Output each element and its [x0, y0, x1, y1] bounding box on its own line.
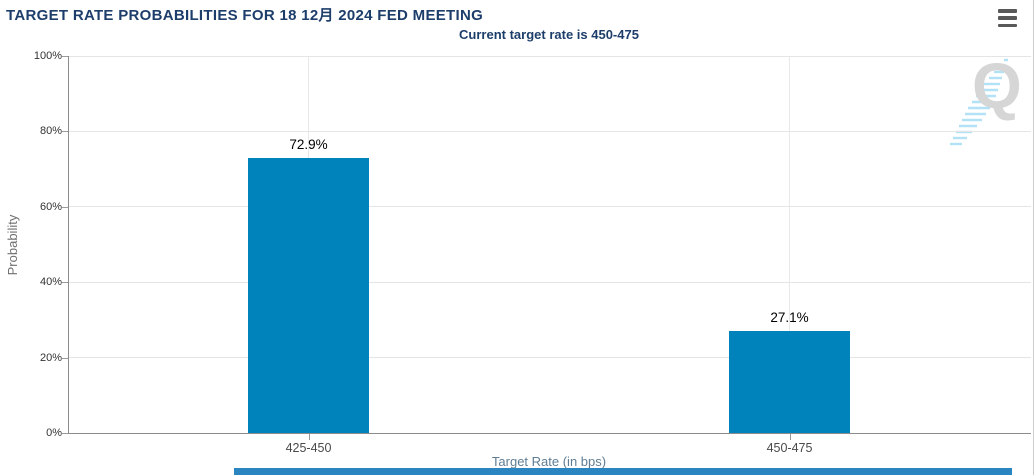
- category-guide-line: [789, 56, 790, 433]
- y-tick-mark: [62, 433, 68, 434]
- x-axis-title: Target Rate (in bps): [491, 454, 607, 469]
- y-axis-line: [68, 56, 69, 434]
- y-tick-label: 40%: [39, 276, 62, 289]
- category-label-450-475: 450-475: [766, 441, 813, 455]
- y-tick-mark: [62, 56, 68, 57]
- y-tick-mark: [62, 282, 68, 284]
- y-tick-label: 0%: [46, 427, 62, 439]
- horizontal-scrollbar[interactable]: [234, 468, 1012, 475]
- gridline-60: [69, 206, 1031, 208]
- bar-value-label: 27.1%: [770, 309, 809, 325]
- category-label-425-450: 425-450: [285, 441, 332, 455]
- x-axis-line: [68, 433, 1031, 434]
- x-tick-mark: [789, 434, 791, 440]
- y-tick-mark: [62, 206, 68, 208]
- gridline-40: [69, 281, 1031, 283]
- y-tick-mark: [62, 357, 68, 359]
- y-tick-label: 60%: [39, 200, 62, 213]
- chart-title: TARGET RATE PROBABILITIES FOR 18 12月 202…: [6, 7, 484, 24]
- hamburger-bar: [998, 16, 1017, 20]
- bar-value-label: 72.9%: [289, 137, 328, 153]
- hamburger-menu-icon[interactable]: [998, 9, 1020, 27]
- gridline-20: [69, 357, 1031, 359]
- y-tick-label: 100%: [33, 50, 62, 62]
- y-tick-mark: [62, 131, 68, 133]
- gridline-100: [69, 55, 1031, 57]
- gridline-80: [69, 130, 1031, 132]
- hamburger-bar: [998, 23, 1017, 27]
- y-tick-label: 20%: [39, 351, 62, 364]
- y-tick-label: 80%: [39, 125, 62, 138]
- x-tick-mark: [308, 434, 310, 440]
- hamburger-bar: [998, 9, 1017, 13]
- chart-subtitle: Current target rate is 450-475: [459, 27, 639, 42]
- bar-425-450[interactable]: [248, 158, 369, 433]
- bar-450-475[interactable]: [729, 330, 850, 433]
